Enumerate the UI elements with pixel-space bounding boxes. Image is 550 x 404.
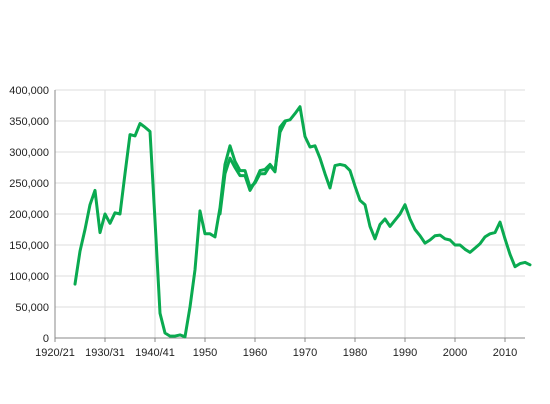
- x-tick-labels: 1920/21 1930/31 1940/41 1950 1960 1970 1980 199…: [35, 347, 517, 359]
- series-line-2: [218, 120, 287, 216]
- x-tick-label: 1940/41: [135, 347, 175, 359]
- y-tick-label: 350,000: [9, 116, 49, 128]
- y-tick-label: 50,000: [15, 302, 49, 314]
- x-tick-label: 1980: [343, 347, 367, 359]
- x-tick-label: 1990: [393, 347, 417, 359]
- y-tick-label: 0: [43, 333, 49, 345]
- x-tick-label: 1950: [193, 347, 217, 359]
- x-tick-label: 1970: [293, 347, 317, 359]
- x-tick-label: 1920/21: [35, 347, 75, 359]
- y-tick-label: 300,000: [9, 147, 49, 159]
- x-tick-label: 2010: [493, 347, 517, 359]
- x-tick-label: 2000: [443, 347, 467, 359]
- y-tick-label: 400,000: [9, 85, 49, 97]
- y-tick-labels: 0 50,000 100,000 150,000 200,000 250,000 300,0…: [9, 85, 49, 345]
- axes: [54, 90, 525, 342]
- series-lines: [73, 105, 532, 339]
- y-tick-label: 100,000: [9, 271, 49, 283]
- grid-lines: [54, 89, 525, 339]
- y-tick-label: 150,000: [9, 240, 49, 252]
- x-tick-label: 1960: [243, 347, 267, 359]
- y-tick-label: 200,000: [9, 209, 49, 221]
- series-line-1: [73, 105, 532, 339]
- x-tick-label: 1930/31: [85, 347, 125, 359]
- y-tick-label: 250,000: [9, 178, 49, 190]
